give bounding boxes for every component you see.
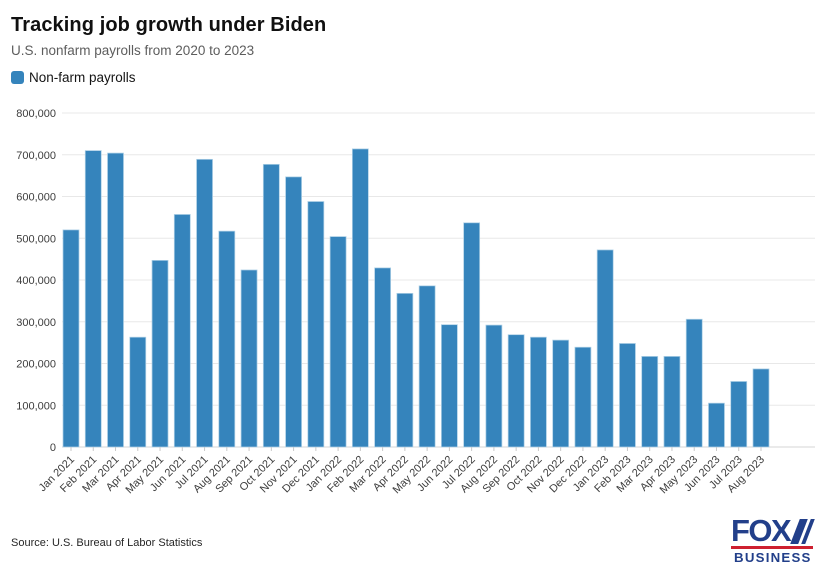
bar-mar-2021: [107, 152, 124, 448]
business-logo-text: BUSINESS: [734, 549, 812, 565]
page-title: Tracking job growth under Biden: [11, 14, 327, 36]
bar-oct-2022: [530, 336, 547, 448]
fox-logo-text: FOX: [731, 513, 792, 548]
bar-feb-2023: [619, 343, 636, 448]
bar-sep-2022: [507, 334, 525, 448]
bar-apr-2023: [663, 356, 681, 448]
bar-dec-2022: [574, 346, 592, 448]
source-note: Source: U.S. Bureau of Labor Statistics: [11, 537, 203, 549]
bar-jan-2022: [329, 236, 347, 448]
bar-apr-2021: [129, 336, 147, 448]
bar-jun-2023: [708, 402, 725, 448]
y-axis-tick-label: 100,000: [16, 400, 56, 412]
bar-chart: 0 100,000 200,000 300,000 400,000 500,000 600,…: [16, 108, 815, 496]
bar-may-2021: [151, 260, 169, 448]
bar-aug-2023: [752, 368, 770, 448]
bar-jun-2021: [173, 214, 191, 448]
bar-aug-2021: [218, 230, 236, 448]
page-subtitle: U.S. nonfarm payrolls from 2020 to 2023: [11, 43, 255, 58]
y-axis-tick-label: 200,000: [16, 359, 56, 371]
bar-jan-2021: [62, 229, 80, 448]
y-axis-tick-label: 300,000: [16, 317, 56, 329]
bar-jun-2022: [441, 324, 458, 448]
legend-label: Non-farm payrolls: [29, 70, 136, 85]
bar-dec-2021: [307, 201, 325, 448]
y-axis-tick-label: 0: [50, 442, 56, 454]
bar-feb-2022: [351, 148, 369, 448]
bar-may-2023: [685, 318, 703, 448]
y-axis-tick-label: 400,000: [16, 275, 56, 287]
bar-may-2022: [418, 285, 436, 448]
bar-aug-2022: [485, 324, 503, 448]
bar-feb-2021: [84, 150, 102, 448]
chart-legend: Non-farm payrolls: [11, 70, 136, 85]
bar-jan-2023: [596, 249, 614, 448]
bar-apr-2022: [396, 292, 414, 448]
bar-jul-2021: [196, 158, 213, 448]
y-axis-tick-label: 600,000: [16, 192, 56, 204]
logo-divider: [731, 546, 813, 549]
legend-swatch-icon: [11, 71, 24, 84]
bar-jul-2022: [463, 222, 481, 448]
fox-business-logo: FOX BUSINESS: [731, 513, 816, 565]
bar-mar-2023: [641, 356, 659, 448]
bar-sep-2021: [240, 269, 258, 448]
fox-logo-wordmark: FOX: [731, 513, 816, 548]
bar-nov-2022: [552, 339, 570, 448]
y-axis-tick-label: 800,000: [16, 108, 56, 120]
y-axis-tick-label: 500,000: [16, 233, 56, 245]
bar-mar-2022: [374, 267, 391, 448]
y-axis-tick-label: 700,000: [16, 150, 56, 162]
bar-jul-2023: [730, 381, 748, 448]
bar-nov-2021: [285, 176, 302, 448]
bar-oct-2021: [262, 163, 280, 448]
